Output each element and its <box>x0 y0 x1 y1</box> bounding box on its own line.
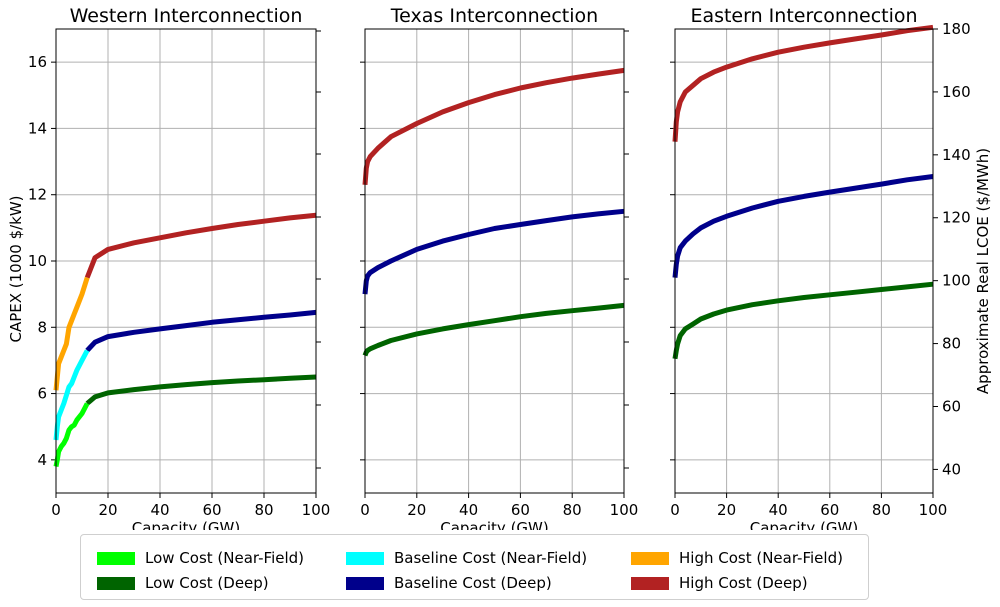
x-tick-label: 100 <box>302 501 331 519</box>
x-tick-label: 0 <box>670 501 680 519</box>
x-tick-label: 80 <box>563 501 582 519</box>
x-tick-label: 20 <box>407 501 426 519</box>
legend-label: Baseline Cost (Deep) <box>394 574 552 592</box>
y2-tick-label: 160 <box>942 83 971 101</box>
x-tick-label: 100 <box>610 501 639 519</box>
series-line <box>53 276 90 391</box>
legend-swatch <box>346 576 384 590</box>
series-line <box>84 212 317 279</box>
y2-tick-label: 180 <box>942 20 971 38</box>
y-axis-label: CAPEX (1000 $/kW) <box>7 195 25 342</box>
legend-swatch <box>97 551 135 565</box>
x-tick-label: 60 <box>511 501 530 519</box>
y-tick-label: 6 <box>37 385 47 403</box>
x-tick-label: 0 <box>51 501 61 519</box>
legend-label: High Cost (Deep) <box>679 574 808 592</box>
y2-tick-label: 120 <box>942 209 971 227</box>
x-tick-label: 80 <box>254 501 273 519</box>
x-tick-label: 20 <box>717 501 736 519</box>
x-tick-label: 40 <box>459 501 478 519</box>
legend-item-low-cost-near-field: Low Cost (Near-Field) <box>97 548 304 568</box>
x-tick-label: 100 <box>919 501 948 519</box>
legend-item-high-cost-deep: High Cost (Deep) <box>631 573 808 593</box>
legend-item-baseline-cost-near-field: Baseline Cost (Near-Field) <box>346 548 587 568</box>
plot-frame <box>55 28 317 494</box>
figure: 0 20 40 60 80 100 4 6 8 10 12 14 16 Western Interconn… <box>7 5 992 530</box>
x-tick-label: 40 <box>769 501 788 519</box>
chart-title: Eastern Interconnection <box>690 5 917 27</box>
x-axis-label: Capacity (GW) <box>440 519 548 530</box>
y2-tick-label: 80 <box>942 335 961 353</box>
legend-item-low-cost-deep: Low Cost (Deep) <box>97 573 269 593</box>
legend-label: Low Cost (Near-Field) <box>145 549 305 567</box>
chart-legend: Low Cost (Near-Field) Low Cost (Deep) Ba… <box>80 534 869 600</box>
legend-item-baseline-cost-deep: Baseline Cost (Deep) <box>346 573 552 593</box>
y-tick-label: 4 <box>37 451 47 469</box>
legend-label: High Cost (Near-Field) <box>679 549 843 567</box>
series-line <box>362 208 625 295</box>
x-tick-label: 20 <box>98 501 117 519</box>
plot-frame <box>674 28 934 494</box>
y2-tick-label: 140 <box>942 146 971 164</box>
y2-tick-label: 40 <box>942 460 961 478</box>
series-line <box>85 309 317 353</box>
x-tick-label: 0 <box>360 501 370 519</box>
x-axis-label: Capacity (GW) <box>750 519 858 530</box>
series-line <box>362 302 625 357</box>
y-tick-label: 10 <box>28 252 47 270</box>
chart-title: Western Interconnection <box>70 5 303 27</box>
legend-item-high-cost-near-field: High Cost (Near-Field) <box>631 548 843 568</box>
legend-label: Low Cost (Deep) <box>145 574 269 592</box>
legend-label: Baseline Cost (Near-Field) <box>394 549 588 567</box>
series-line <box>672 24 934 142</box>
series-line <box>53 349 90 441</box>
series-line <box>85 374 317 406</box>
series-line <box>362 67 625 185</box>
y2-axis-label: Approximate Real LCOE ($/MWh) <box>974 148 992 394</box>
y-tick-label: 8 <box>37 318 47 336</box>
series-line <box>672 174 934 278</box>
x-tick-label: 60 <box>820 501 839 519</box>
legend-swatch <box>631 576 669 590</box>
series-line <box>53 402 90 467</box>
legend-swatch <box>346 551 384 565</box>
y-tick-label: 12 <box>28 186 47 204</box>
legend-swatch <box>97 576 135 590</box>
x-tick-label: 80 <box>872 501 891 519</box>
plot-frame <box>364 28 625 494</box>
y2-tick-label: 100 <box>942 272 971 290</box>
y2-tick-label: 60 <box>942 397 961 415</box>
chart-title: Texas Interconnection <box>390 5 598 27</box>
x-axis-label: Capacity (GW) <box>132 519 240 530</box>
y-tick-label: 14 <box>28 119 47 137</box>
y-tick-label: 16 <box>28 53 47 71</box>
series-line <box>672 281 934 360</box>
x-tick-label: 60 <box>202 501 221 519</box>
legend-swatch <box>631 551 669 565</box>
x-tick-label: 40 <box>150 501 169 519</box>
